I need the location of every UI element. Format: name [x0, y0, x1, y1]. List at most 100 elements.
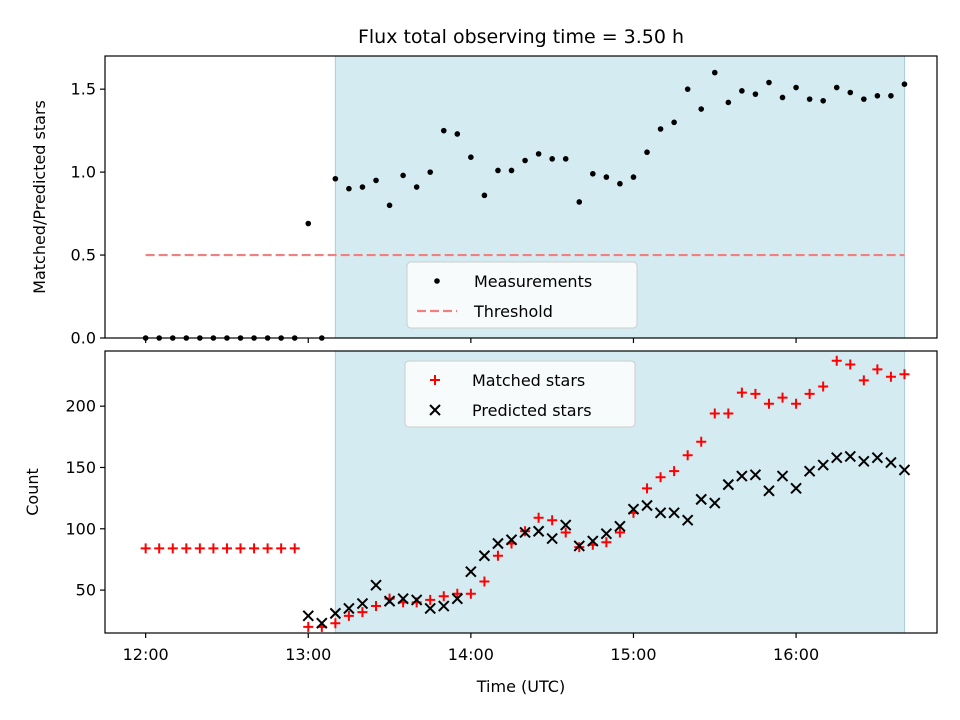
bottom-y-tick-label: 200 — [65, 397, 96, 416]
predicted-stars-point — [668, 507, 680, 519]
measurement-point — [305, 220, 312, 227]
matched-stars-point — [154, 543, 165, 554]
matched-stars-point — [425, 594, 436, 605]
matched-stars-point — [763, 398, 774, 409]
measurement-point — [495, 167, 501, 174]
measurement-point — [576, 199, 583, 205]
measurement-point — [386, 202, 393, 209]
matched-stars-point — [818, 381, 829, 392]
predicted-stars-point — [410, 594, 423, 606]
measurement-point — [413, 184, 420, 190]
bottom-y-tick-label: 150 — [65, 458, 96, 477]
measurement-point — [617, 180, 623, 187]
matched-stars-point — [276, 543, 287, 554]
matched-stars-point — [845, 359, 856, 370]
bottom-x-tick-label: 16:00 — [773, 645, 819, 664]
matched-stars-point — [682, 450, 693, 461]
bottom-y-tick-label: 50 — [76, 581, 96, 600]
predicted-stars-point — [817, 459, 829, 471]
predicted-stars-point — [776, 470, 789, 482]
predicted-stars-point — [627, 503, 640, 515]
predicted-stars-point — [424, 602, 436, 615]
bottom-panel: 50 100 150 200 12:00 13:00 14:00 15:00 16:00 Matc… — [65, 350, 938, 664]
matched-stars-point — [642, 483, 653, 494]
measurement-point — [400, 172, 406, 179]
matched-stars-point — [547, 515, 558, 526]
matched-stars-point — [343, 610, 354, 621]
top-legend-label: Measurements — [474, 272, 592, 291]
predicted-stars-point — [383, 595, 396, 607]
matched-stars-point — [791, 398, 802, 409]
bottom-legend-label: Predicted stars — [472, 401, 592, 420]
predicted-stars-point — [871, 451, 884, 464]
predicted-stars-point — [356, 597, 369, 610]
measurement-point — [481, 192, 488, 199]
predicted-stars-point — [532, 525, 545, 537]
bottom-x-tick-label: 12:00 — [123, 645, 169, 664]
matched-stars-point — [750, 388, 761, 399]
matched-stars-point — [330, 618, 341, 629]
top-legend-label: Threshold — [473, 302, 553, 321]
predicted-stars-point — [681, 514, 694, 526]
measurement-point — [657, 126, 664, 132]
predicted-stars-point — [695, 493, 707, 506]
predicted-stars-point — [614, 520, 626, 533]
measurement-point — [508, 167, 515, 174]
matched-stars-point — [181, 543, 192, 554]
predicted-stars-point — [505, 534, 518, 546]
bottom-y-axis-label: Count — [23, 468, 42, 516]
predicted-stars-point — [790, 482, 802, 495]
measurement-point — [901, 81, 908, 87]
measurement-point — [468, 154, 474, 160]
matched-stars-point — [303, 621, 314, 632]
matched-stars-point — [614, 527, 625, 538]
predicted-stars-point — [560, 519, 572, 531]
measurement-point — [739, 88, 745, 94]
matched-stars-point — [709, 408, 720, 419]
legend-matched-marker — [430, 375, 440, 385]
matched-stars-point — [831, 355, 842, 366]
measurement-point — [454, 131, 461, 137]
predicted-stars-point — [641, 499, 653, 512]
predicted-stars-point — [343, 602, 355, 615]
matched-stars-point — [465, 588, 476, 599]
bottom-series-0 — [140, 355, 910, 632]
measurement-point — [630, 174, 637, 180]
measurement-point — [820, 97, 826, 104]
measurement-point — [833, 84, 840, 91]
predicted-stars-point — [885, 456, 897, 469]
bottom-axes-frame — [104, 350, 938, 634]
bottom-x-tick-label: 13:00 — [285, 645, 331, 664]
predicted-stars-point — [844, 450, 856, 463]
predicted-stars-point — [573, 540, 585, 552]
predicted-stars-point — [438, 600, 450, 612]
bottom-x-tick-label: 15:00 — [610, 645, 656, 664]
matched-stars-point — [262, 543, 273, 554]
predicted-stars-point — [397, 592, 409, 605]
matched-stars-point — [438, 591, 449, 602]
predicted-stars-point — [465, 565, 477, 578]
predicted-stars-point — [736, 470, 748, 482]
matched-stars-point — [249, 543, 260, 554]
measurement-point — [332, 175, 339, 182]
measurement-point — [535, 151, 542, 157]
bottom-legend: Matched stars Predicted stars — [404, 360, 636, 428]
predicted-stars-point — [763, 485, 775, 497]
measurement-point — [644, 149, 650, 156]
measurement-point — [522, 157, 528, 164]
bottom-x-tick-label: 14:00 — [448, 645, 494, 664]
measurement-point — [847, 89, 854, 96]
matched-stars-point — [357, 607, 368, 618]
measurement-point — [752, 91, 759, 97]
matched-stars-point — [723, 408, 734, 419]
predicted-stars-point — [654, 507, 667, 519]
matched-stars-point — [289, 543, 300, 554]
matched-stars-point — [140, 543, 151, 554]
measurement-point — [806, 96, 813, 102]
predicted-stars-point — [451, 592, 464, 605]
measurement-point — [590, 170, 596, 177]
matched-stars-point — [371, 601, 382, 612]
legend-predicted-marker — [429, 404, 441, 416]
matched-stars-point — [696, 436, 707, 447]
